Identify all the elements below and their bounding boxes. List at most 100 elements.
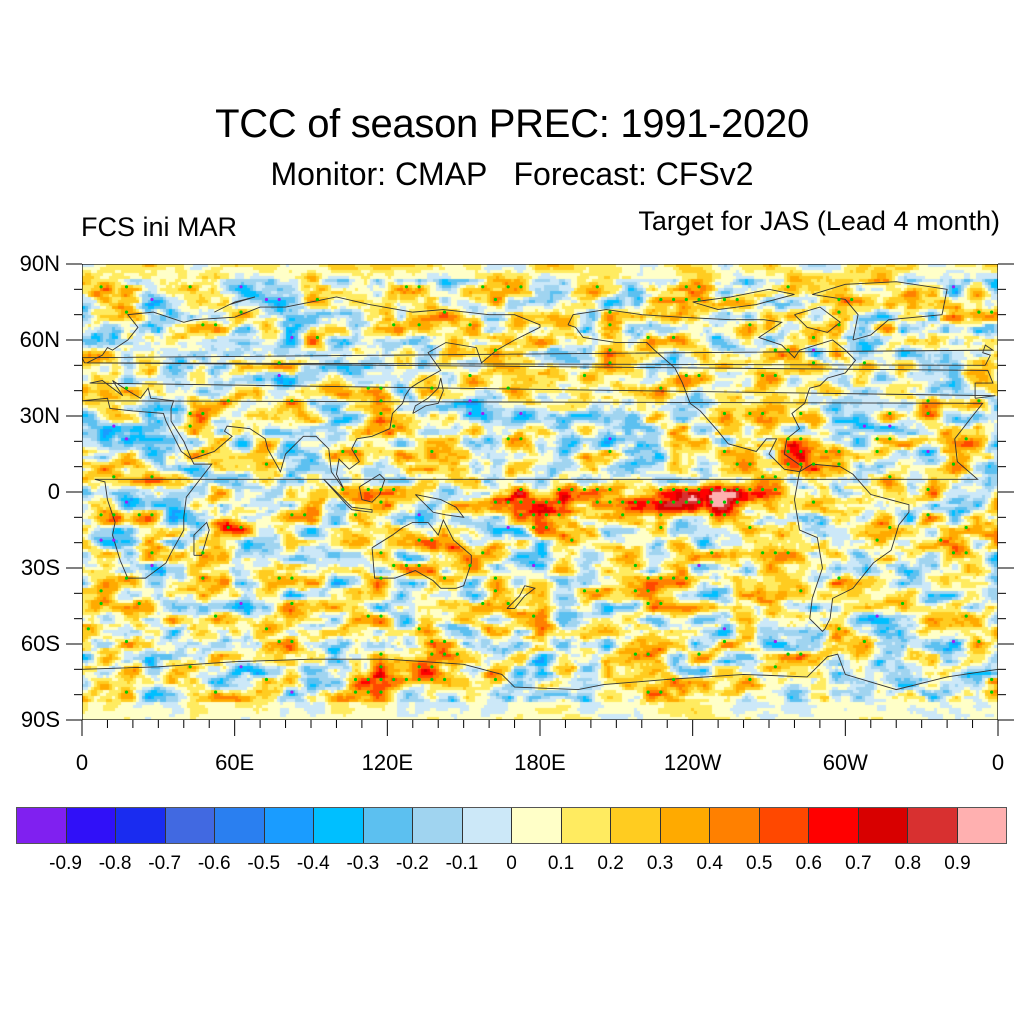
positive-significance-marker [964, 437, 968, 441]
positive-significance-marker [824, 449, 828, 454]
positive-significance-marker [786, 652, 790, 656]
positive-significance-marker [761, 475, 765, 479]
positive-significance-marker [404, 285, 409, 289]
positive-significance-marker [926, 487, 930, 492]
positive-significance-marker [671, 500, 676, 504]
positive-significance-marker [710, 487, 714, 492]
negative-significance-marker [239, 665, 243, 669]
coastline-africa [82, 397, 984, 579]
target-label: Target for JAS (Lead 4 month) [638, 206, 1000, 236]
positive-significance-marker [201, 449, 205, 454]
positive-significance-marker [697, 297, 701, 302]
positive-significance-marker [761, 411, 765, 416]
colorbar-swatch [957, 808, 1006, 843]
positive-significance-marker [837, 323, 841, 327]
positive-significance-marker [213, 690, 218, 694]
positive-significance-marker [481, 285, 485, 289]
negative-significance-marker [277, 297, 281, 302]
positive-significance-marker [188, 424, 192, 428]
negative-significance-marker [99, 538, 103, 542]
positive-significance-marker [430, 386, 434, 390]
colorbar-label: 0.2 [597, 853, 624, 874]
tcc-field [82, 264, 998, 720]
positive-significance-marker [124, 310, 129, 314]
positive-significance-marker [557, 487, 561, 492]
positive-significance-marker [404, 677, 409, 682]
positive-significance-marker [671, 487, 676, 492]
positive-significance-marker [392, 487, 396, 492]
positive-significance-marker [633, 589, 638, 593]
x-tick-label: 60E [215, 750, 255, 775]
positive-significance-marker [124, 690, 129, 694]
negative-significance-marker [506, 525, 510, 530]
positive-significance-marker [366, 614, 370, 618]
positive-significance-marker [417, 563, 421, 568]
positive-significance-marker [442, 639, 447, 644]
positive-significance-marker [735, 462, 739, 466]
positive-significance-marker [430, 449, 434, 454]
colorbar-label: -0.5 [247, 853, 281, 874]
positive-significance-marker [582, 589, 587, 593]
positive-significance-marker [150, 475, 154, 479]
positive-significance-marker [290, 601, 294, 606]
positive-significance-marker [213, 323, 218, 327]
colorbar-swatch [908, 808, 958, 843]
positive-significance-marker [608, 310, 612, 314]
positive-significance-marker [379, 551, 383, 555]
colorbar-swatch [710, 808, 760, 843]
negative-significance-marker [290, 335, 294, 340]
positive-significance-marker [366, 677, 370, 682]
positive-significance-marker [837, 449, 841, 454]
positive-significance-marker [888, 475, 892, 479]
positive-significance-marker [417, 677, 421, 682]
negative-significance-marker [532, 563, 536, 568]
positive-significance-marker [392, 323, 396, 327]
positive-significance-marker [150, 513, 154, 517]
colorbar-label: 0.7 [845, 853, 872, 874]
coastline-baffin [794, 306, 841, 333]
positive-significance-marker [633, 652, 638, 656]
positive-significance-marker [582, 373, 587, 378]
positive-significance-marker [633, 500, 638, 504]
colorbar-label: -0.3 [346, 853, 380, 874]
positive-significance-marker [519, 437, 523, 441]
positive-significance-marker [748, 487, 752, 492]
positive-significance-marker [990, 677, 994, 682]
colorbar-swatch [660, 808, 710, 843]
positive-significance-marker [544, 525, 548, 530]
positive-significance-marker [544, 500, 548, 504]
positive-significance-marker [493, 297, 498, 302]
positive-significance-marker [684, 373, 688, 378]
positive-significance-marker [722, 297, 727, 302]
positive-significance-marker [595, 487, 599, 492]
positive-significance-marker [532, 614, 536, 618]
positive-significance-marker [773, 487, 777, 492]
positive-significance-marker [493, 576, 498, 580]
colorbar-label: 0 [506, 853, 517, 874]
positive-significance-marker [557, 500, 561, 504]
negative-significance-marker [239, 601, 243, 606]
coastline-sumatra-java [323, 479, 373, 513]
positive-significance-marker [786, 285, 790, 289]
positive-significance-marker [493, 589, 498, 593]
positive-significance-marker [201, 576, 205, 580]
chart-title: TCC of season PREC: 1991-2020 [215, 102, 809, 146]
positive-significance-marker [595, 500, 599, 504]
positive-significance-marker [608, 487, 612, 492]
coastline-north-america [567, 309, 857, 473]
positive-significance-marker [506, 601, 510, 606]
colorbar-label: -0.4 [296, 853, 330, 874]
colorbar [16, 807, 1007, 844]
positive-significance-marker [761, 373, 765, 378]
positive-significance-marker [659, 513, 663, 517]
coastlines [82, 281, 998, 691]
positive-significance-marker [430, 677, 434, 682]
positive-significance-marker [506, 285, 510, 289]
colorbar-label: 0.4 [696, 853, 723, 874]
positive-significance-marker [951, 462, 956, 466]
positive-significance-marker [532, 513, 536, 517]
positive-significance-marker [277, 576, 281, 580]
negative-significance-marker [264, 297, 269, 302]
positive-significance-marker [379, 614, 383, 618]
positive-significance-marker [888, 525, 892, 530]
